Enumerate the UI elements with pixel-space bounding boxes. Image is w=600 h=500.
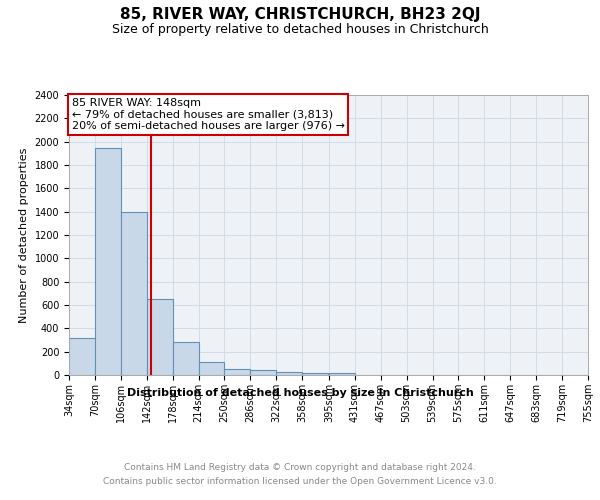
Bar	[277, 372, 302, 375]
Bar	[147, 299, 173, 375]
Y-axis label: Number of detached properties: Number of detached properties	[19, 148, 29, 322]
Bar	[250, 370, 277, 375]
Bar	[199, 362, 224, 375]
Bar	[69, 338, 95, 375]
Bar	[173, 342, 199, 375]
Bar	[121, 212, 147, 375]
Bar	[302, 372, 328, 375]
Bar	[224, 368, 250, 375]
Text: Distribution of detached houses by size in Christchurch: Distribution of detached houses by size …	[127, 388, 473, 398]
Text: Contains public sector information licensed under the Open Government Licence v3: Contains public sector information licen…	[103, 478, 497, 486]
Bar	[95, 148, 121, 375]
Bar	[329, 372, 355, 375]
Text: 85, RIVER WAY, CHRISTCHURCH, BH23 2QJ: 85, RIVER WAY, CHRISTCHURCH, BH23 2QJ	[120, 8, 480, 22]
Text: 85 RIVER WAY: 148sqm
← 79% of detached houses are smaller (3,813)
20% of semi-de: 85 RIVER WAY: 148sqm ← 79% of detached h…	[71, 98, 344, 131]
Text: Contains HM Land Registry data © Crown copyright and database right 2024.: Contains HM Land Registry data © Crown c…	[124, 462, 476, 471]
Text: Size of property relative to detached houses in Christchurch: Size of property relative to detached ho…	[112, 22, 488, 36]
